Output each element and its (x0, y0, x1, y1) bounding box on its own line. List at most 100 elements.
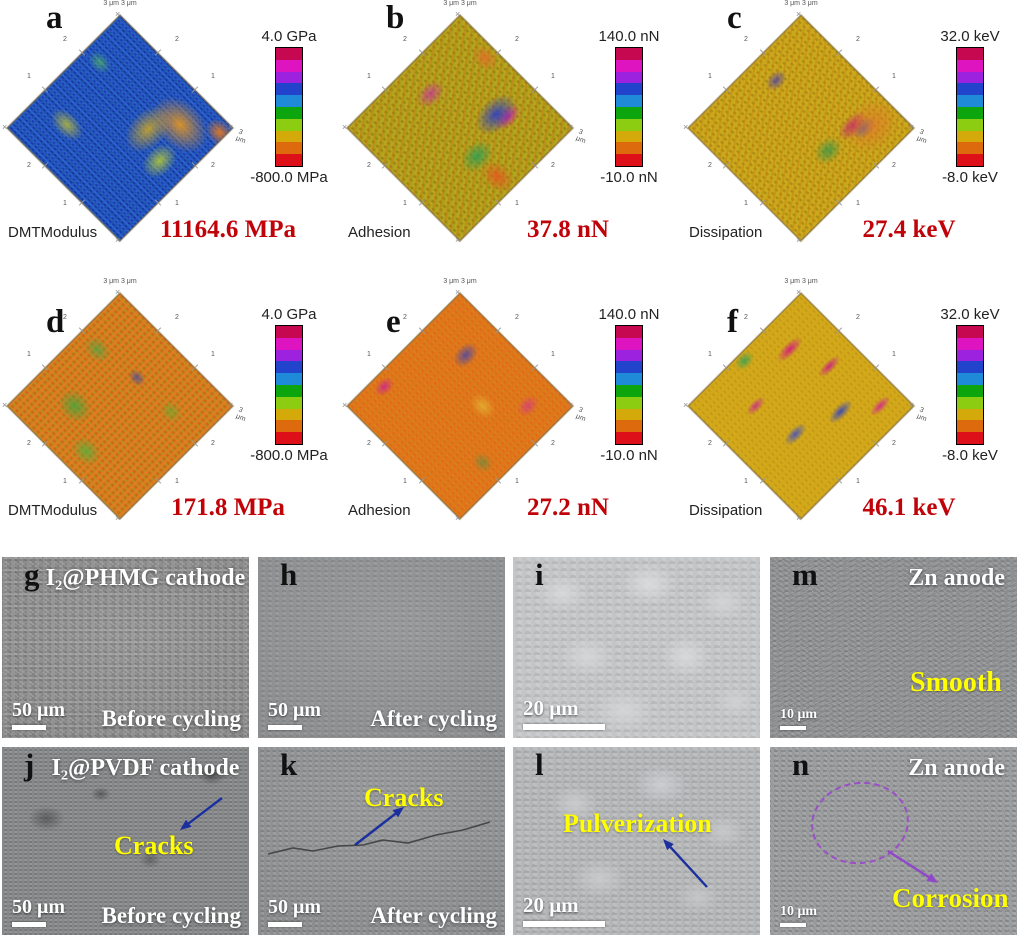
axis-tick-label: 2 (515, 314, 519, 321)
panel-letter-label: m (792, 557, 818, 592)
colorbar-block: 140.0 nN -10.0 nN (580, 306, 678, 464)
afm-diamond-image (6, 14, 234, 242)
axis-tick-label: 1 (175, 478, 179, 485)
sem-panel-l: l Pulverization 20 μm (513, 747, 760, 935)
sem-annotation: Corrosion (892, 883, 1009, 913)
colorbar-segment (616, 432, 642, 444)
colorbar-segment (276, 95, 302, 107)
colorbar-segment (957, 384, 983, 397)
sem-annotation: Pulverization (563, 809, 712, 838)
colorbar-segment (957, 130, 983, 143)
sem-panel-n: n Zn anode Corrosion 10 μm (770, 747, 1017, 935)
colorbar-segment (616, 396, 642, 409)
scale-bar-line (12, 922, 46, 927)
colorbar (956, 47, 984, 167)
vertex-mark: × (568, 400, 574, 410)
axis-tick-label: 1 (27, 73, 31, 80)
axis-tick-label: 1 (551, 73, 555, 80)
axis-tick-label: 2 (27, 440, 31, 447)
axis-tick-label: 1 (27, 351, 31, 358)
colorbar-max-label: 4.0 GPa (261, 306, 317, 323)
axis-tick-label: 1 (403, 200, 407, 207)
axis-tick-label: 2 (211, 162, 215, 169)
colorbar-segment (957, 71, 983, 84)
colorbar-min-label: -8.0 keV (942, 169, 998, 186)
sem-title: I₂@PVDF cathode (51, 755, 240, 781)
colorbar-max-label: 32.0 keV (940, 28, 1000, 45)
axis-top-label: 3 μm 3 μm (103, 278, 137, 285)
measured-value: 171.8 MPa (171, 494, 285, 521)
scale-bar-line (780, 923, 806, 927)
axis-tick-label: 2 (367, 440, 371, 447)
modality-label: Adhesion (348, 502, 411, 519)
vertex-mark: × (115, 9, 121, 19)
scale-bar-label: 50 μm (268, 896, 321, 918)
sem-image (770, 747, 1017, 935)
axis-tick-label: 2 (63, 314, 67, 321)
colorbar-segment (957, 349, 983, 362)
colorbar-segment (276, 118, 302, 131)
vertex-mark: × (683, 400, 689, 410)
axis-tick-label: 2 (744, 36, 748, 43)
scale-bar-label: 50 μm (12, 896, 65, 918)
vertex-mark: × (115, 287, 121, 297)
vertex-mark: × (2, 400, 8, 410)
afm-diamond-image (687, 14, 915, 242)
axis-tick-label: 2 (708, 162, 712, 169)
colorbar-segment (616, 408, 642, 421)
colorbar-segment (616, 106, 642, 119)
colorbar-segment (957, 326, 983, 338)
scale-bar-line (268, 725, 302, 730)
axis-tick-label: 2 (63, 36, 67, 43)
colorbar-segment (276, 337, 302, 350)
scale-bar: 50 μm (268, 699, 321, 730)
axis-tick-label: 1 (892, 73, 896, 80)
sem-panel-i: i 20 μm (513, 557, 760, 738)
colorbar-segment (957, 83, 983, 96)
colorbar-min-label: -800.0 MPa (250, 447, 328, 464)
axis-tick-label: 2 (27, 162, 31, 169)
colorbar-segment (957, 361, 983, 374)
colorbar-min-label: -10.0 nN (600, 169, 658, 186)
colorbar-segment (276, 154, 302, 166)
colorbar-segment (957, 337, 983, 350)
scale-bar: 20 μm (523, 893, 605, 927)
axis-tick-label: 2 (175, 36, 179, 43)
colorbar-segment (957, 154, 983, 166)
axis-tick-label: 1 (211, 351, 215, 358)
colorbar-segment (276, 326, 302, 338)
axis-tick-label: 1 (63, 200, 67, 207)
afm-plot: × × × × 3 μm 3 μm 3 μm 2 1 2 1 2 1 2 1 (0, 278, 248, 530)
colorbar-max-label: 140.0 nN (598, 28, 660, 45)
modality-label: Dissipation (689, 502, 763, 519)
vertex-mark: × (683, 122, 689, 132)
colorbar-segment (957, 396, 983, 409)
colorbar-segment (957, 420, 983, 433)
colorbar-segment (616, 142, 642, 155)
colorbar-segment (957, 142, 983, 155)
colorbar-segment (276, 48, 302, 60)
axis-tick-label: 1 (892, 351, 896, 358)
colorbar-segment (616, 48, 642, 60)
scale-bar-label: 50 μm (268, 699, 321, 721)
vertex-mark: × (909, 400, 915, 410)
measured-value: 27.2 nN (527, 494, 609, 521)
afm-plot: × × × × 3 μm 3 μm 3 μm 2 1 2 1 2 1 2 1 (340, 0, 588, 252)
scale-bar-line (523, 921, 605, 927)
axis-tick-label: 1 (515, 478, 519, 485)
sem-image (258, 557, 505, 738)
modality-label: DMTModulus (8, 502, 98, 519)
sem-image (513, 557, 760, 738)
scale-bar-label: 50 μm (12, 699, 65, 721)
panel-letter-label: b (386, 0, 405, 36)
colorbar-segment (616, 420, 642, 433)
afm-plot: × × × × 3 μm 3 μm 3 μm 2 1 2 1 2 1 2 1 (681, 278, 929, 530)
colorbar-segment (957, 408, 983, 421)
colorbar-segment (957, 59, 983, 72)
colorbar-segment (276, 432, 302, 444)
afm-panel-c: c × × × × 3 μm 3 μm 3 μm 2 1 2 1 2 1 2 1 (681, 0, 1023, 260)
axis-tick-label: 2 (515, 36, 519, 43)
sem-image (513, 747, 760, 935)
modality-label: DMTModulus (8, 224, 98, 241)
colorbar-segment (616, 71, 642, 84)
